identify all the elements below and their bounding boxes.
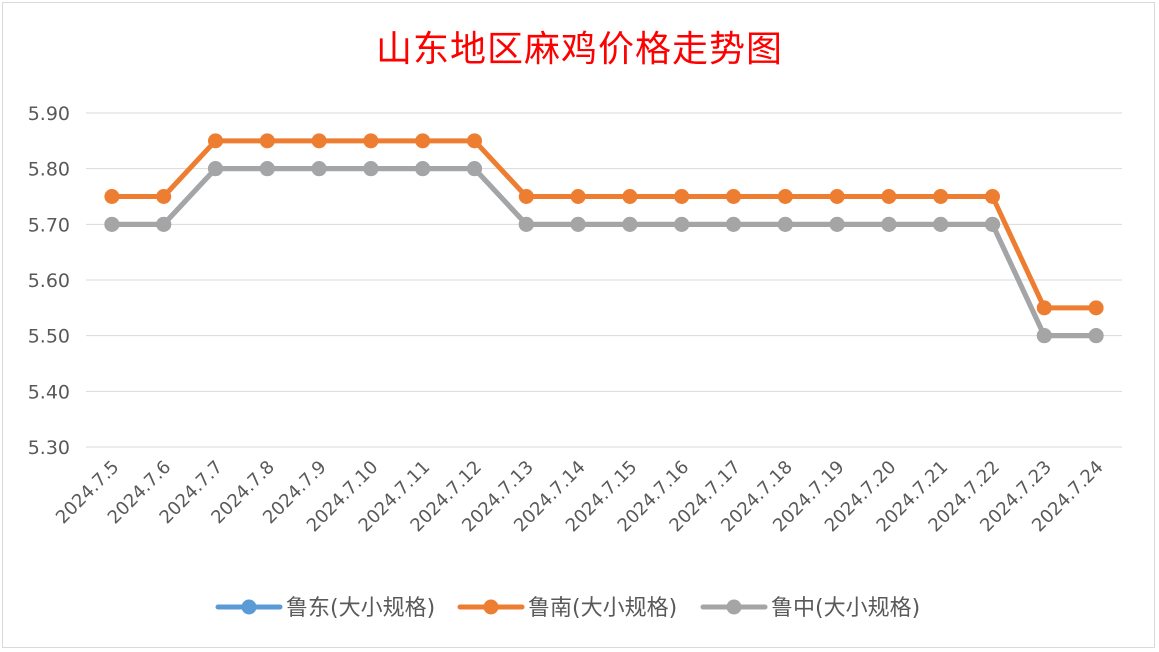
series-1 (104, 161, 1104, 344)
data-point (674, 216, 690, 232)
series-line (109, 166, 1099, 339)
series-2 (104, 133, 1104, 316)
series-3 (104, 161, 1104, 344)
data-point (208, 133, 223, 149)
data-point (415, 161, 431, 177)
y-tick-label: 5.40 (28, 381, 70, 403)
data-point (363, 133, 379, 149)
data-point (259, 161, 275, 177)
legend-label: 鲁中(大小规格) (771, 596, 920, 621)
legend-marker-icon (483, 599, 499, 615)
data-point (829, 216, 845, 232)
data-point (415, 133, 431, 149)
data-point (104, 216, 120, 232)
y-tick-label: 5.30 (28, 437, 70, 459)
data-point (311, 161, 327, 177)
legend-label: 鲁南(大小规格) (528, 596, 677, 621)
y-tick-label: 5.80 (28, 159, 70, 181)
data-point (208, 161, 223, 177)
data-point (985, 216, 1000, 232)
gridlines (86, 112, 1122, 448)
legend[interactable]: 鲁东(大小规格) 鲁南(大小规格) 鲁中(大小规格) (215, 596, 920, 621)
series-line (109, 138, 1099, 311)
data-point (829, 189, 845, 204)
data-point (777, 189, 793, 204)
y-tick-label: 5.50 (28, 326, 70, 348)
data-point (985, 189, 1000, 204)
data-point (674, 189, 690, 204)
data-point (467, 161, 482, 177)
data-point (1088, 328, 1104, 344)
legend-item[interactable]: 鲁南(大小规格) (457, 596, 677, 621)
legend-marker-icon (241, 599, 257, 615)
legend-label: 鲁东(大小规格) (286, 596, 435, 621)
x-axis-ticks: 2024.7.52024.7.62024.7.72024.7.82024.7.9… (52, 457, 1108, 537)
data-point (933, 189, 949, 204)
data-point (156, 189, 172, 204)
data-point (156, 216, 172, 232)
data-point (363, 161, 379, 177)
legend-item[interactable]: 鲁中(大小规格) (700, 596, 920, 621)
data-point (1036, 328, 1052, 344)
data-point (1036, 300, 1052, 316)
data-point (881, 189, 897, 204)
data-point (777, 216, 793, 232)
y-tick-label: 5.60 (28, 270, 70, 292)
data-point (881, 216, 897, 232)
series-line (109, 166, 1099, 339)
data-point (622, 189, 638, 204)
data-point (518, 216, 534, 232)
chart-title: 山东地区麻鸡价格走势图 (375, 29, 783, 70)
y-tick-label: 5.90 (28, 103, 70, 125)
data-point (726, 189, 741, 204)
data-point (933, 216, 949, 232)
legend-item[interactable]: 鲁东(大小规格) (215, 596, 435, 621)
data-point (311, 133, 327, 149)
y-tick-label: 5.70 (28, 214, 70, 236)
data-point (259, 133, 275, 149)
series-group (104, 133, 1104, 344)
data-point (104, 189, 120, 204)
data-point (622, 216, 638, 232)
y-axis-ticks: 5.90 5.80 5.70 5.60 5.50 5.40 5.30 (28, 103, 70, 459)
data-point (1088, 300, 1104, 316)
data-point (518, 189, 534, 204)
data-point (570, 216, 586, 232)
legend-marker-icon (726, 599, 742, 615)
data-point (726, 216, 741, 232)
data-point (570, 189, 586, 204)
data-point (467, 133, 482, 149)
